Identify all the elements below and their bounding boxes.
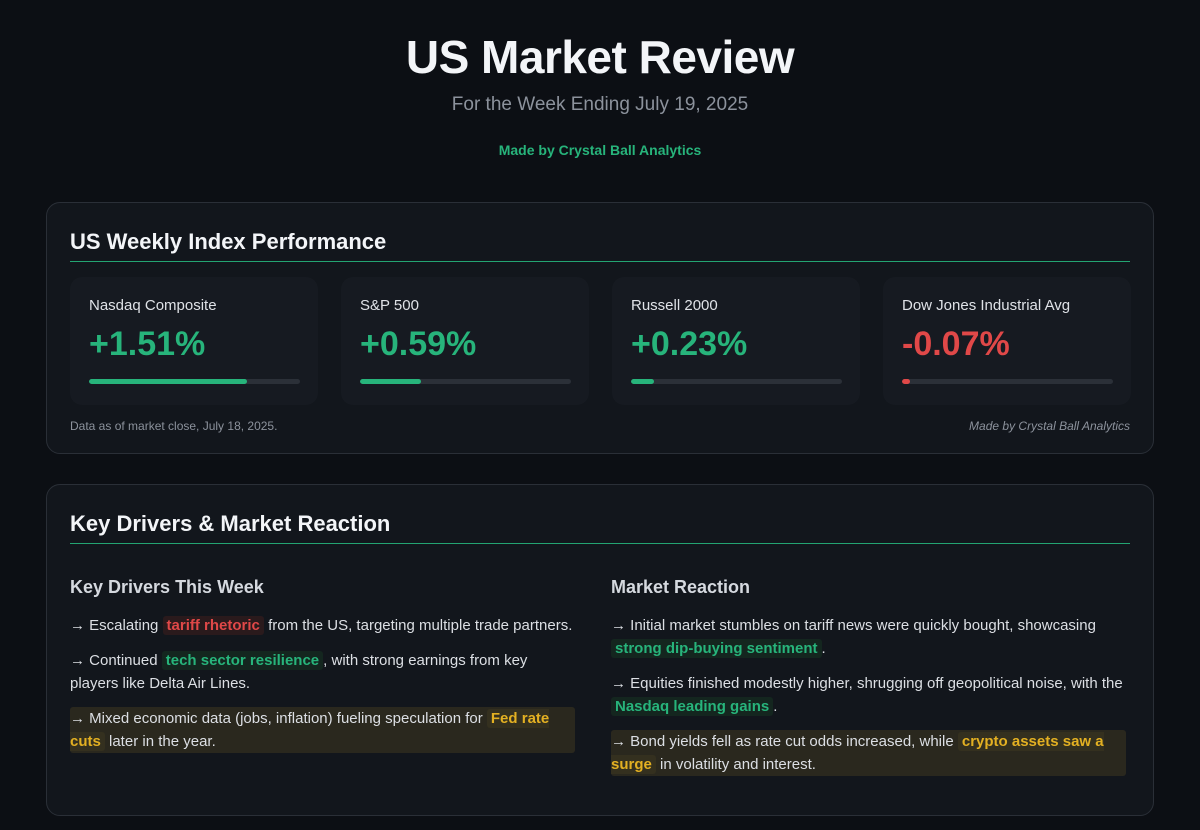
index-name: Nasdaq Composite xyxy=(89,297,217,314)
index-change: +0.23% xyxy=(631,325,748,363)
key-drivers-column: Key Drivers This Week → Escalating tarif… xyxy=(70,577,575,765)
column-heading: Market Reaction xyxy=(611,577,751,597)
highlight-tag: Nasdaq leading gains xyxy=(611,697,774,716)
index-name: Russell 2000 xyxy=(631,297,718,314)
index-row: Nasdaq Composite +1.51% S&P 500 +0.59% R… xyxy=(70,277,1132,405)
list-item: → Escalating tariff rhetoric from the US… xyxy=(70,616,573,635)
performance-bar-fill xyxy=(902,379,911,384)
list-item: → Continued tech sector resilience, with… xyxy=(70,651,528,692)
page-title: US Market Review xyxy=(405,31,795,83)
card-title: US Weekly Index Performance xyxy=(70,229,387,254)
index-performance-card: US Weekly Index Performance Nasdaq Compo… xyxy=(46,202,1154,454)
title-divider xyxy=(70,261,1130,262)
page-header: US Market Review For the Week Ending Jul… xyxy=(0,0,1200,158)
index-change: -0.07% xyxy=(902,325,1010,363)
index-change: +0.59% xyxy=(360,325,477,363)
performance-bar-track xyxy=(902,379,1113,384)
index-card-sp500: S&P 500 +0.59% xyxy=(341,277,589,405)
index-name: S&P 500 xyxy=(360,297,419,314)
performance-bar-fill xyxy=(631,379,655,384)
index-card-nasdaq: Nasdaq Composite +1.51% xyxy=(70,277,318,405)
highlight-tag: tariff rhetoric xyxy=(162,616,264,635)
performance-bar-track xyxy=(631,379,842,384)
performance-bar-track xyxy=(89,379,300,384)
page-subtitle: For the Week Ending July 19, 2025 xyxy=(451,94,749,115)
index-card-dow: Dow Jones Industrial Avg -0.07% xyxy=(883,277,1131,405)
drivers-card: Key Drivers & Market Reaction Key Driver… xyxy=(46,484,1154,816)
list-item: → Bond yields fell as rate cut odds incr… xyxy=(611,730,1126,776)
column-heading: Key Drivers This Week xyxy=(70,577,264,597)
highlight-tag: tech sector resilience xyxy=(161,651,324,670)
index-name: Dow Jones Industrial Avg xyxy=(902,297,1071,314)
index-change: +1.51% xyxy=(89,325,206,363)
data-footnote: Data as of market close, July 18, 2025. xyxy=(70,419,278,433)
performance-bar-track xyxy=(360,379,571,384)
list-item: → Equities finished modestly higher, shr… xyxy=(611,675,1123,716)
index-card-russell: Russell 2000 +0.23% xyxy=(612,277,860,405)
made-by-footnote: Made by Crystal Ball Analytics xyxy=(969,419,1130,433)
market-reaction-column: Market Reaction → Initial market stumble… xyxy=(611,577,1126,788)
list-item: → Initial market stumbles on tariff news… xyxy=(611,617,1096,658)
card-title: Key Drivers & Market Reaction xyxy=(70,511,391,536)
performance-bar-fill xyxy=(89,379,248,384)
highlight-tag: strong dip-buying sentiment xyxy=(611,639,822,658)
made-by-credit: Made by Crystal Ball Analytics xyxy=(498,142,702,158)
list-item: → Mixed economic data (jobs, inflation) … xyxy=(70,707,575,753)
title-divider xyxy=(70,543,1130,544)
performance-bar-fill xyxy=(360,379,422,384)
